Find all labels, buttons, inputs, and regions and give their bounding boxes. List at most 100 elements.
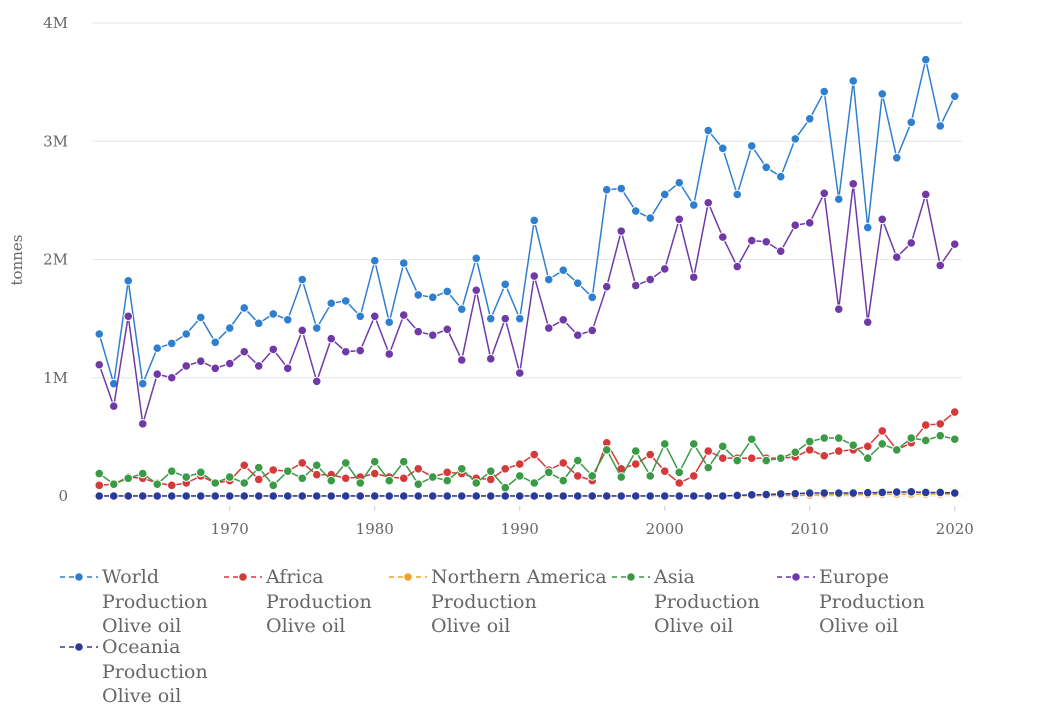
data-point[interactable]: [181, 329, 192, 339]
data-point[interactable]: [819, 188, 830, 199]
data-point[interactable]: [761, 489, 772, 500]
data-point[interactable]: [355, 311, 366, 322]
data-point[interactable]: [746, 235, 757, 246]
data-point[interactable]: [253, 361, 264, 371]
data-point[interactable]: [485, 474, 496, 485]
data-point[interactable]: [195, 312, 206, 323]
data-point[interactable]: [384, 317, 395, 327]
data-point[interactable]: [413, 464, 424, 474]
data-point[interactable]: [920, 54, 931, 65]
data-point[interactable]: [645, 274, 656, 285]
data-point[interactable]: [877, 426, 888, 436]
data-point[interactable]: [413, 326, 424, 337]
data-point[interactable]: [833, 488, 844, 498]
data-point[interactable]: [572, 491, 583, 501]
data-point[interactable]: [688, 471, 699, 481]
data-point[interactable]: [195, 491, 206, 501]
data-point[interactable]: [456, 464, 467, 474]
data-point[interactable]: [920, 487, 931, 498]
data-point[interactable]: [935, 430, 946, 441]
data-point[interactable]: [297, 274, 308, 285]
data-point[interactable]: [761, 162, 772, 173]
data-point[interactable]: [935, 419, 946, 429]
data-point[interactable]: [558, 315, 569, 325]
data-point[interactable]: [601, 491, 612, 501]
data-point[interactable]: [253, 474, 264, 485]
data-point[interactable]: [630, 206, 641, 216]
data-point[interactable]: [195, 356, 206, 367]
data-point[interactable]: [94, 468, 105, 479]
data-point[interactable]: [877, 439, 888, 449]
data-point[interactable]: [398, 473, 409, 484]
data-point[interactable]: [268, 344, 279, 355]
data-point[interactable]: [688, 272, 699, 283]
data-point[interactable]: [340, 458, 351, 468]
data-point[interactable]: [355, 345, 366, 356]
data-point[interactable]: [833, 194, 844, 204]
data-point[interactable]: [804, 488, 815, 498]
data-point[interactable]: [108, 491, 119, 501]
data-point[interactable]: [558, 475, 569, 486]
data-point[interactable]: [529, 449, 540, 460]
data-point[interactable]: [355, 478, 366, 488]
data-point[interactable]: [949, 407, 960, 417]
data-point[interactable]: [326, 475, 337, 486]
data-point[interactable]: [282, 315, 293, 325]
data-point[interactable]: [775, 489, 786, 499]
data-point[interactable]: [137, 419, 148, 429]
data-point[interactable]: [717, 232, 728, 242]
data-point[interactable]: [717, 453, 728, 463]
data-point[interactable]: [659, 466, 670, 476]
data-point[interactable]: [601, 184, 612, 195]
data-point[interactable]: [442, 467, 453, 478]
data-point[interactable]: [224, 358, 235, 369]
data-point[interactable]: [123, 491, 134, 501]
data-point[interactable]: [456, 304, 467, 314]
data-point[interactable]: [761, 236, 772, 247]
data-point[interactable]: [384, 349, 395, 359]
data-point[interactable]: [485, 313, 496, 324]
data-point[interactable]: [819, 451, 830, 461]
data-point[interactable]: [601, 281, 612, 292]
data-point[interactable]: [862, 453, 873, 463]
data-point[interactable]: [775, 246, 786, 257]
data-point[interactable]: [210, 337, 221, 348]
data-point[interactable]: [572, 471, 583, 481]
data-point[interactable]: [166, 466, 177, 476]
data-point[interactable]: [210, 478, 221, 488]
data-point[interactable]: [804, 113, 815, 124]
data-point[interactable]: [732, 455, 743, 466]
data-point[interactable]: [471, 253, 482, 264]
data-point[interactable]: [761, 455, 772, 466]
data-point[interactable]: [529, 491, 540, 501]
data-point[interactable]: [282, 466, 293, 476]
data-point[interactable]: [210, 363, 221, 374]
data-point[interactable]: [485, 491, 496, 501]
data-point[interactable]: [558, 458, 569, 468]
data-point[interactable]: [485, 354, 496, 364]
data-point[interactable]: [471, 285, 482, 296]
data-point[interactable]: [297, 458, 308, 468]
data-point[interactable]: [790, 134, 801, 144]
data-point[interactable]: [456, 491, 467, 501]
data-point[interactable]: [311, 469, 322, 480]
data-point[interactable]: [732, 261, 743, 272]
data-point[interactable]: [543, 323, 554, 333]
data-point[interactable]: [558, 491, 569, 501]
data-point[interactable]: [949, 239, 960, 249]
data-point[interactable]: [355, 491, 366, 501]
data-point[interactable]: [152, 369, 163, 380]
data-point[interactable]: [398, 456, 409, 467]
data-point[interactable]: [514, 459, 525, 469]
data-point[interactable]: [746, 434, 757, 445]
data-point[interactable]: [804, 436, 815, 447]
data-point[interactable]: [152, 491, 163, 501]
data-point[interactable]: [427, 472, 438, 482]
data-point[interactable]: [543, 467, 554, 478]
data-point[interactable]: [181, 361, 192, 371]
data-point[interactable]: [529, 271, 540, 281]
data-point[interactable]: [804, 445, 815, 455]
data-point[interactable]: [398, 491, 409, 501]
data-point[interactable]: [442, 475, 453, 486]
data-point[interactable]: [862, 222, 873, 233]
